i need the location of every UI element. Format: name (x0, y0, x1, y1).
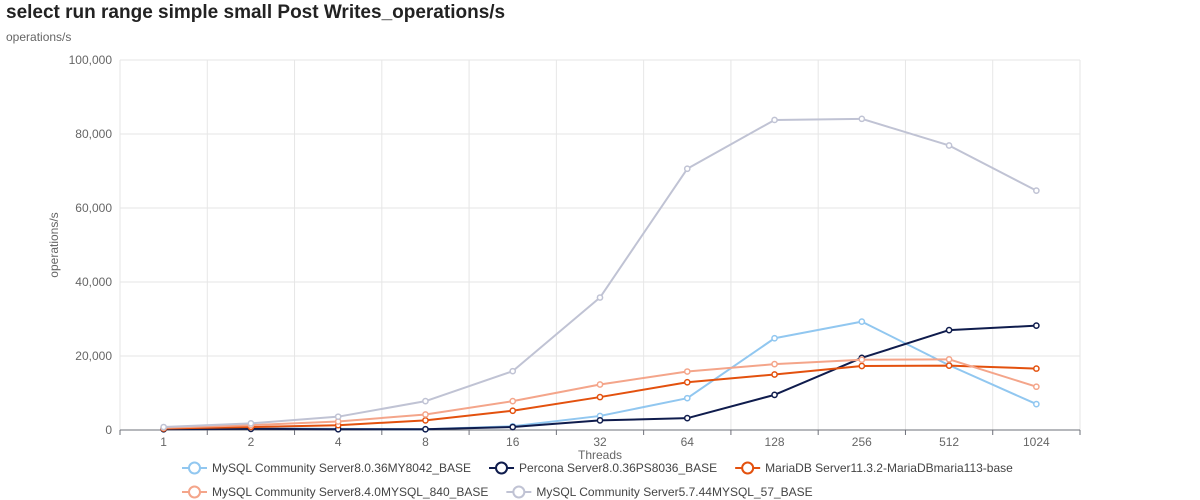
legend-label: Percona Server8.0.36PS8036_BASE (519, 461, 717, 475)
data-point (945, 362, 953, 369)
data-point (596, 381, 604, 388)
legend-marker-icon (188, 485, 201, 499)
x-tick-label: 8 (422, 435, 429, 449)
x-tick-label: 4 (335, 435, 342, 449)
legend-label: MySQL Community Server8.0.36MY8042_BASE (212, 461, 471, 475)
series-lines (160, 115, 1040, 433)
x-tick-label: 64 (681, 435, 695, 449)
grid (119, 59, 1081, 430)
data-point (422, 425, 429, 433)
legend-marker-icon (512, 485, 526, 499)
data-point (771, 391, 778, 399)
data-point (945, 326, 953, 334)
x-tick-label: 32 (593, 435, 607, 449)
y-tick-label: 100,000 (69, 53, 113, 67)
chart-subtitle: operations/s (6, 30, 72, 44)
y-tick-label: 40,000 (75, 275, 112, 289)
data-point (509, 397, 517, 405)
data-point (771, 116, 778, 124)
legend-item[interactable]: MySQL Community Server8.4.0MYSQL_840_BAS… (182, 485, 488, 499)
x-tick-label: 256 (852, 435, 872, 449)
series-1 (160, 318, 1040, 433)
legend-marker-icon (741, 461, 755, 475)
legend-label: MySQL Community Server5.7.44MYSQL_57_BAS… (536, 485, 812, 499)
data-point (858, 356, 866, 364)
x-tick-label: 1 (160, 435, 167, 449)
data-point (945, 355, 953, 363)
data-point (596, 393, 604, 401)
data-point (509, 407, 517, 415)
data-point (683, 414, 691, 422)
data-point (509, 423, 517, 431)
axes: 0 20,000 40,000 60,000 80,000 100,000 1 2 4 8 16 32… (69, 53, 1081, 449)
y-tick-label: 0 (105, 423, 112, 437)
data-point (945, 142, 953, 149)
data-point (858, 318, 866, 325)
legend-item[interactable]: Percona Server8.0.36PS8036_BASE (489, 461, 717, 475)
data-point (247, 419, 255, 427)
data-point (422, 397, 429, 405)
legend-label: MariaDB Server11.3.2-MariaDBmaria113-bas… (765, 461, 1013, 475)
x-tick-label: 128 (765, 435, 785, 449)
legend-marker-icon (188, 461, 201, 475)
data-point (334, 413, 342, 421)
y-tick-label: 60,000 (75, 201, 112, 215)
x-axis-title: Threads (578, 448, 622, 462)
data-point (1033, 383, 1040, 391)
series-3 (160, 362, 1040, 432)
data-point (683, 378, 691, 386)
legend-label: MySQL Community Server8.4.0MYSQL_840_BAS… (212, 485, 488, 499)
data-point (160, 423, 167, 431)
data-point (596, 294, 604, 301)
y-axis-title: operations/s (47, 212, 61, 277)
legend-marker-icon (495, 461, 509, 475)
data-point (422, 417, 429, 424)
data-point (596, 417, 604, 424)
data-point (509, 367, 517, 375)
data-point (771, 334, 778, 342)
data-point (1033, 365, 1040, 372)
x-tick-label: 2 (248, 435, 255, 449)
data-point (422, 411, 429, 418)
y-tick-label: 20,000 (75, 349, 112, 363)
chart-title: select run range simple small Post Write… (6, 2, 506, 23)
x-tick-label: 16 (506, 435, 520, 449)
legend-item[interactable]: MySQL Community Server8.0.36MY8042_BASE (182, 461, 471, 475)
data-point (683, 368, 691, 375)
data-point (858, 362, 866, 370)
data-point (1033, 187, 1040, 194)
x-tick-label: 1024 (1023, 435, 1050, 449)
legend[interactable]: MySQL Community Server8.0.36MY8042_BASE P… (182, 461, 1013, 499)
y-tick-label: 80,000 (75, 127, 112, 141)
data-point (1033, 322, 1040, 330)
x-tick-label: 512 (939, 435, 959, 449)
data-point (1033, 400, 1040, 408)
legend-item[interactable]: MariaDB Server11.3.2-MariaDBmaria113-bas… (735, 461, 1013, 475)
data-point (683, 165, 691, 173)
data-point (771, 371, 778, 378)
data-point (858, 115, 866, 123)
legend-item[interactable]: MySQL Community Server5.7.44MYSQL_57_BAS… (506, 485, 813, 499)
data-point (771, 360, 778, 368)
series-5 (160, 115, 1040, 431)
data-point (683, 394, 691, 402)
